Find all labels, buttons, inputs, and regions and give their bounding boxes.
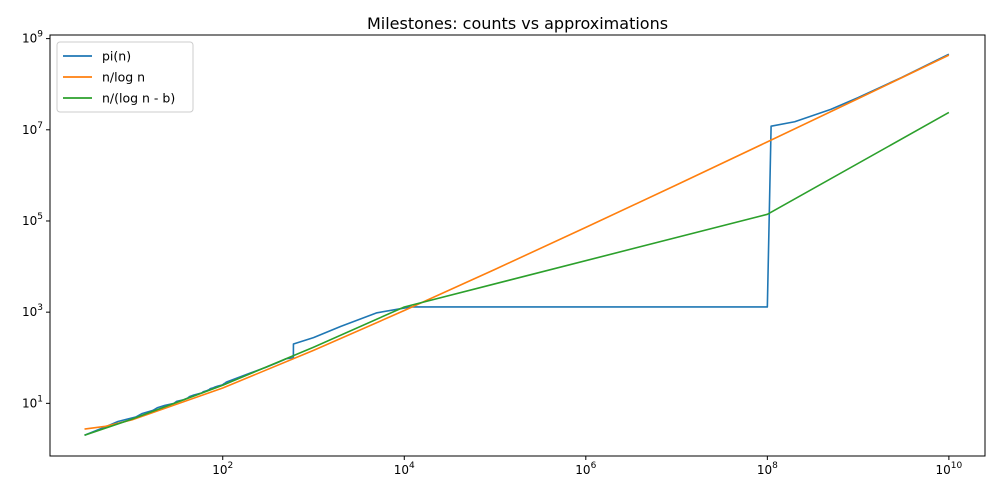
legend: pi(n) n/log n n/(log n - b) <box>56 41 194 113</box>
legend-label-2: n/log n <box>102 70 145 85</box>
legend-label-1: pi(n) <box>102 49 131 64</box>
plot-frame <box>49 34 986 457</box>
y-tick-label: 101 <box>22 394 43 410</box>
legend-box <box>56 41 194 113</box>
y-tick-label: 107 <box>22 121 43 137</box>
series-line-3 <box>84 111 950 436</box>
series-layer <box>84 53 950 436</box>
chart-title: Milestones: counts vs approximations <box>367 14 668 33</box>
legend-label-3: n/(log n - b) <box>102 91 175 106</box>
y-tick-label: 103 <box>22 303 43 319</box>
y-tick-label: 109 <box>22 30 43 46</box>
y-tick-label: 105 <box>22 212 43 228</box>
